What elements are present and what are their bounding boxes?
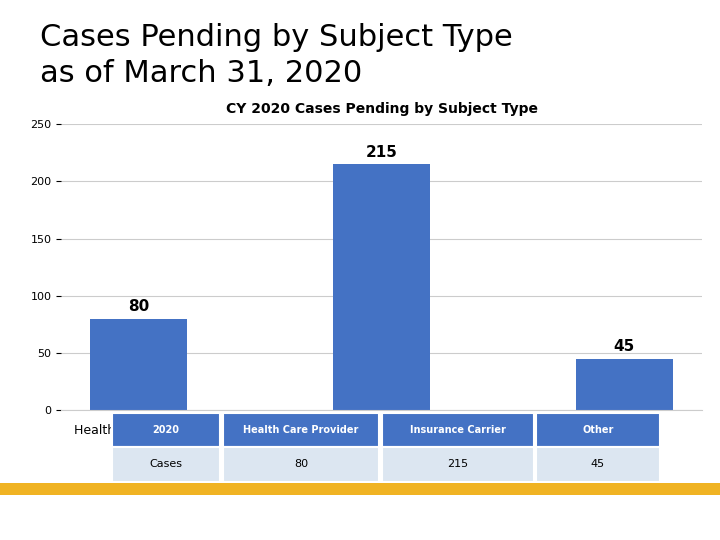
Text: 23: 23 [29,509,52,528]
FancyBboxPatch shape [112,447,220,482]
Text: Other: Other [582,425,613,435]
Text: Insurance Carrier: Insurance Carrier [410,425,505,435]
Text: 215: 215 [447,460,468,469]
Text: 80: 80 [128,299,150,314]
Text: TDI: TDI [547,510,586,530]
Title: CY 2020 Cases Pending by Subject Type: CY 2020 Cases Pending by Subject Type [225,102,538,116]
FancyBboxPatch shape [223,447,379,482]
Text: 45: 45 [591,460,605,469]
Text: Division of Workers': Division of Workers' [605,504,694,514]
FancyBboxPatch shape [536,413,660,447]
FancyBboxPatch shape [223,413,379,447]
Text: Compensation: Compensation [605,523,670,532]
FancyBboxPatch shape [112,413,220,447]
Text: 80: 80 [294,460,308,469]
FancyBboxPatch shape [382,413,534,447]
Bar [333,164,430,410]
Text: 45: 45 [613,339,635,354]
FancyBboxPatch shape [0,483,720,495]
Text: 2020: 2020 [153,425,179,435]
Bar [576,359,673,410]
FancyBboxPatch shape [382,447,534,482]
Text: Cases Pending by Subject Type
as of March 31, 2020: Cases Pending by Subject Type as of Marc… [40,23,513,89]
Bar [90,319,187,410]
FancyBboxPatch shape [536,447,660,482]
Text: Health Care Provider: Health Care Provider [243,425,359,435]
Text: Cases: Cases [150,460,182,469]
Text: 215: 215 [366,145,397,160]
